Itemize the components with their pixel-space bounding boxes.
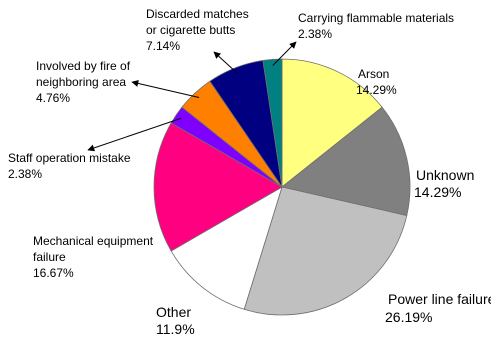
value-arson: 14.29% <box>356 83 397 97</box>
pie-slice-other <box>170 186 283 310</box>
label-arson: Arson <box>358 67 389 81</box>
pie-slice-carrying-flammable-materials <box>262 58 283 188</box>
label-mechanical-failure-line2: failure <box>33 250 66 264</box>
pie-slice-mechanical-equipment-failure <box>153 122 283 252</box>
leader-neighboring-fire <box>131 80 200 99</box>
label-neighboring-fire-line2: neighboring area <box>36 75 126 89</box>
value-carrying-flammable: 2.38% <box>298 27 332 41</box>
value-discarded-matches: 7.14% <box>146 39 180 53</box>
pie-slice-power-line-failure <box>243 186 408 316</box>
value-neighboring-fire: 4.76% <box>36 91 70 105</box>
leader-staff-operation-mistake <box>87 117 182 152</box>
label-discarded-matches: Discarded matches or cigarette butts <box>146 7 252 37</box>
label-staff-operation-mistake: Staff operation mistake <box>8 151 131 165</box>
label-mechanical-failure: Mechanical equipment failure <box>33 234 156 264</box>
label-neighboring-fire: Involved by fire of neighboring area <box>36 59 133 89</box>
label-neighboring-fire-line1: Involved by fire of <box>36 59 131 73</box>
value-power-line-failure: 26.19% <box>385 309 432 325</box>
label-other: Other <box>156 304 191 320</box>
label-unknown: Unknown <box>416 167 474 183</box>
label-discarded-matches-line2: or cigarette butts <box>146 23 235 37</box>
leader-discarded-matches <box>213 51 238 74</box>
pie-slices <box>153 58 411 316</box>
value-mechanical-failure: 16.67% <box>33 266 74 280</box>
leader-lines <box>87 41 297 152</box>
leader-carrying-flammable <box>272 41 297 66</box>
pie-slice-unknown <box>281 106 411 217</box>
label-carrying-flammable: Carrying flammable materials <box>298 11 454 25</box>
label-power-line-failure: Power line failure <box>388 291 491 307</box>
label-discarded-matches-line1: Discarded matches <box>146 7 249 21</box>
pie-slice-arson <box>281 58 383 188</box>
value-other: 11.9% <box>156 321 195 337</box>
label-mechanical-failure-line1: Mechanical equipment <box>33 234 154 248</box>
value-unknown: 14.29% <box>414 184 461 200</box>
value-staff-operation-mistake: 2.38% <box>8 167 42 181</box>
